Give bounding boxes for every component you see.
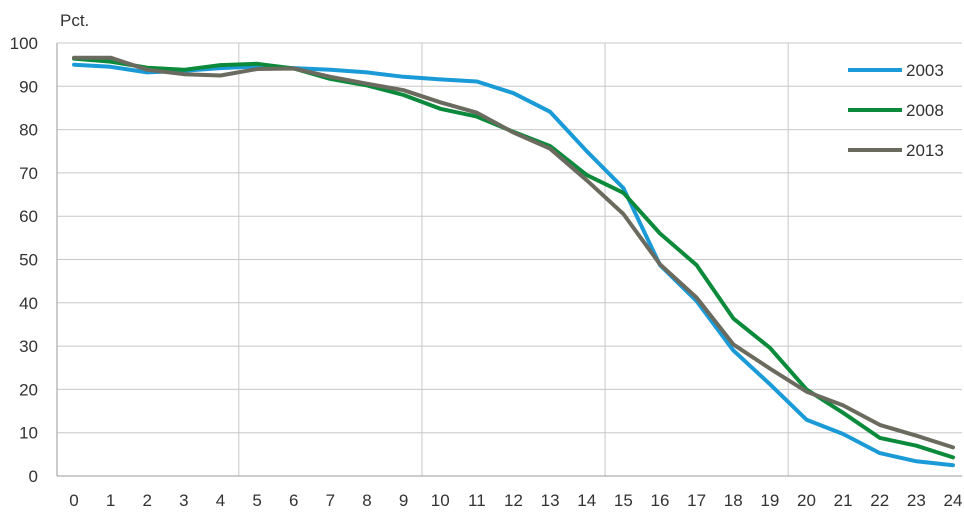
x-tick-label: 7 bbox=[326, 491, 335, 510]
y-tick-label: 40 bbox=[19, 294, 38, 313]
x-tick-label: 20 bbox=[797, 491, 816, 510]
x-tick-label: 23 bbox=[907, 491, 926, 510]
x-tick-label: 16 bbox=[651, 491, 670, 510]
series-line-2013 bbox=[72, 55, 955, 450]
x-tick-label: 4 bbox=[216, 491, 225, 510]
x-tick-label: 13 bbox=[541, 491, 560, 510]
y-tick-label: 30 bbox=[19, 337, 38, 356]
x-tick-label: 0 bbox=[69, 491, 78, 510]
y-tick-label: 50 bbox=[19, 251, 38, 270]
x-tick-label: 21 bbox=[834, 491, 853, 510]
x-tick-label: 19 bbox=[760, 491, 779, 510]
legend-label-2003: 2003 bbox=[906, 61, 944, 80]
y-tick-label: 90 bbox=[19, 77, 38, 96]
legend-label-2008: 2008 bbox=[906, 101, 944, 120]
x-tick-label: 11 bbox=[468, 491, 486, 510]
x-tick-label: 3 bbox=[179, 491, 188, 510]
y-tick-label: 70 bbox=[19, 164, 38, 183]
y-tick-label: 60 bbox=[19, 207, 38, 226]
x-tick-label: 15 bbox=[614, 491, 633, 510]
x-tick-label: 18 bbox=[724, 491, 743, 510]
x-tick-label: 17 bbox=[687, 491, 706, 510]
x-tick-label: 2 bbox=[143, 491, 152, 510]
series-layer bbox=[72, 55, 955, 468]
x-tick-label: 9 bbox=[399, 491, 408, 510]
y-tick-label: 10 bbox=[19, 424, 38, 443]
x-tick-label: 1 bbox=[106, 491, 115, 510]
y-axis-label: Pct. bbox=[60, 11, 89, 30]
y-tick-label: 20 bbox=[19, 380, 38, 399]
x-tick-label: 12 bbox=[504, 491, 523, 510]
legend: 2003 2008 2013 bbox=[848, 61, 944, 160]
grid bbox=[57, 42, 962, 476]
y-tick-label: 100 bbox=[10, 34, 38, 53]
x-tick-label: 6 bbox=[289, 491, 298, 510]
x-tick-label: 22 bbox=[870, 491, 889, 510]
x-tick-label: 8 bbox=[362, 491, 371, 510]
x-tick-label: 24 bbox=[944, 491, 963, 510]
y-tick-label: 80 bbox=[19, 121, 38, 140]
y-tick-label: 0 bbox=[29, 467, 38, 486]
x-tick-label: 5 bbox=[252, 491, 261, 510]
x-tick-label: 14 bbox=[577, 491, 596, 510]
series-line-2003 bbox=[72, 62, 955, 468]
legend-label-2013: 2013 bbox=[906, 141, 944, 160]
x-tick-label: 10 bbox=[431, 491, 450, 510]
